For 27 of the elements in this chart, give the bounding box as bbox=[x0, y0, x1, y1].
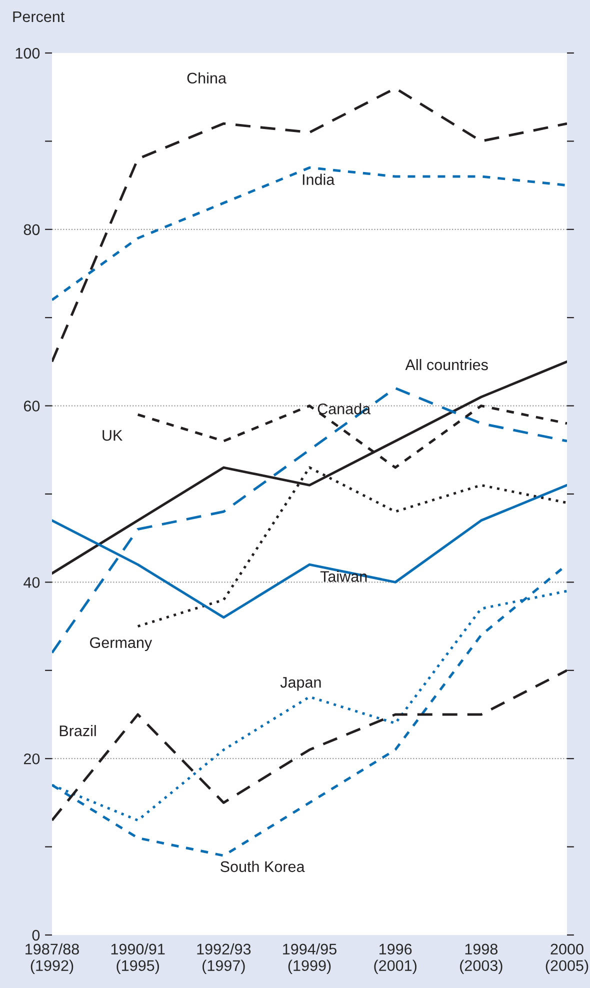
series-label: Japan bbox=[280, 677, 321, 691]
y-tick-label: 0 bbox=[32, 930, 40, 941]
y-axis-title: Percent bbox=[13, 11, 65, 22]
x-tick-label: 1987/88 (1992) bbox=[26, 943, 79, 974]
line-series bbox=[52, 484, 567, 619]
y-tick-label: 100 bbox=[16, 48, 40, 59]
series-label: South Korea bbox=[220, 860, 305, 872]
y-tick-label: 40 bbox=[24, 577, 40, 588]
line-series bbox=[52, 166, 567, 302]
series-label: Canada bbox=[318, 403, 371, 414]
x-tick-label: 1992/93 (1997) bbox=[197, 943, 251, 974]
series-label: Brazil bbox=[60, 725, 96, 736]
line-series bbox=[52, 386, 567, 654]
x-tick-label: 1996 (2001) bbox=[374, 944, 416, 974]
series-label: Taiwan bbox=[320, 570, 367, 582]
text: China bbox=[187, 72, 226, 84]
series-label: India bbox=[302, 174, 335, 185]
series-label: Germany bbox=[90, 637, 152, 652]
series-label: All countries bbox=[405, 358, 488, 370]
x-tick-label: 1990/91 (1995) bbox=[111, 943, 165, 974]
x-tick-label: 1998 (2003) bbox=[460, 944, 502, 974]
y-tick-label: 80 bbox=[24, 224, 40, 236]
y-tick-label: 60 bbox=[24, 400, 40, 412]
y-tick-label: 20 bbox=[24, 753, 40, 764]
series-label: UK bbox=[102, 430, 123, 441]
x-tick-label: 2000 (2005) bbox=[546, 944, 588, 974]
x-tick-label: 1994/95 (1999) bbox=[283, 943, 336, 974]
